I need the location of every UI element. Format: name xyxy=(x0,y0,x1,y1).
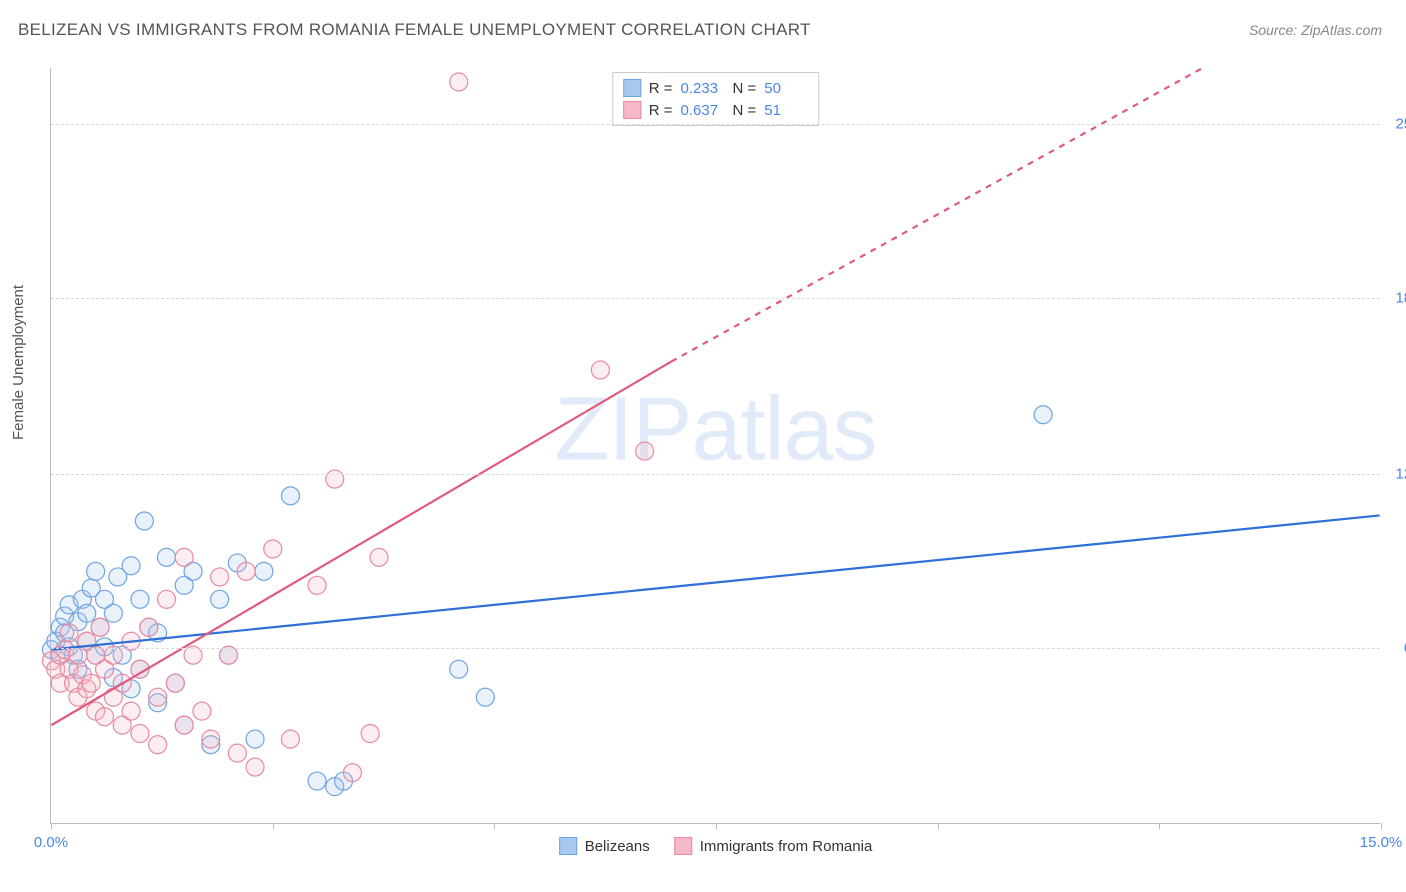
legend-item: Immigrants from Romania xyxy=(674,837,873,855)
x-tick-label: 15.0% xyxy=(1360,834,1403,851)
x-tick xyxy=(51,823,52,829)
gridline xyxy=(51,124,1380,125)
legend-label: Belizeans xyxy=(585,838,650,855)
y-tick-label: 12.5% xyxy=(1395,466,1406,483)
x-tick xyxy=(1159,823,1160,829)
x-tick xyxy=(1381,823,1382,829)
plot-area: ZIPatlas R = 0.233 N = 50 R = 0.637 N = … xyxy=(50,68,1380,824)
x-tick-label: 0.0% xyxy=(34,834,68,851)
x-tick xyxy=(938,823,939,829)
legend-label: Immigrants from Romania xyxy=(700,838,873,855)
y-axis-label: Female Unemployment xyxy=(10,285,27,440)
source-label: Source: ZipAtlas.com xyxy=(1249,22,1382,38)
y-tick-label: 18.8% xyxy=(1395,289,1406,306)
legend-item: Belizeans xyxy=(559,837,650,855)
y-tick-label: 25.0% xyxy=(1395,116,1406,133)
gridline xyxy=(51,474,1380,475)
bottom-legend: Belizeans Immigrants from Romania xyxy=(559,837,873,855)
swatch-icon xyxy=(559,837,577,855)
gridline xyxy=(51,648,1380,649)
chart-title: BELIZEAN VS IMMIGRANTS FROM ROMANIA FEMA… xyxy=(18,20,811,40)
x-tick xyxy=(273,823,274,829)
gridline xyxy=(51,298,1380,299)
x-tick xyxy=(716,823,717,829)
scatter-svg xyxy=(51,68,1380,823)
x-tick xyxy=(494,823,495,829)
swatch-icon xyxy=(674,837,692,855)
